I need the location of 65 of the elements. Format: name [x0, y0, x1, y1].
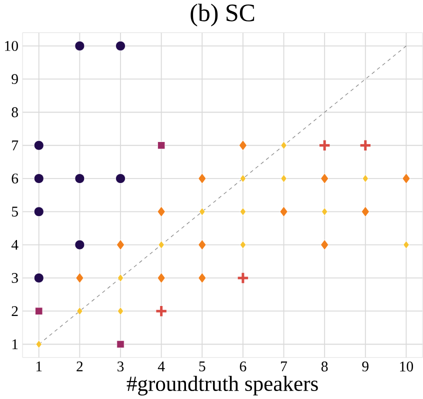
x-tick-label: 3	[118, 361, 124, 372]
point	[35, 307, 43, 315]
y-tick-label: 4	[11, 240, 18, 250]
point	[116, 173, 126, 184]
point	[74, 240, 85, 250]
point	[117, 274, 124, 282]
point	[34, 140, 44, 150]
y-tick-label: 1	[12, 339, 18, 349]
point	[34, 206, 44, 217]
point	[240, 240, 246, 249]
y-tick-label: 9	[12, 74, 18, 84]
point	[76, 306, 83, 316]
x-tick-label: 2	[76, 361, 83, 372]
y-tick-label: 2	[12, 306, 18, 316]
point	[318, 138, 331, 152]
y-tick-label: 5	[12, 206, 18, 216]
point	[76, 272, 84, 284]
x-tick-label: 10	[400, 361, 414, 372]
point	[116, 340, 124, 348]
x-tick-label: 7	[281, 361, 288, 372]
point	[361, 206, 370, 217]
chart-title: (b) SC	[190, 4, 254, 26]
point	[280, 141, 287, 150]
point	[74, 40, 85, 51]
y-tick-label: 10	[5, 40, 18, 51]
point	[240, 174, 246, 182]
y-tick-label: 3	[12, 272, 18, 283]
point	[240, 207, 246, 216]
point	[320, 239, 329, 250]
point	[198, 239, 206, 250]
point	[359, 138, 372, 152]
point	[34, 173, 44, 184]
point	[238, 140, 248, 151]
point	[362, 174, 369, 182]
x-tick-label: 9	[362, 361, 368, 372]
point	[402, 173, 410, 184]
y-tick-label: 8	[12, 107, 18, 118]
point	[236, 271, 250, 284]
point	[158, 240, 164, 249]
x-tick-label: 1	[36, 361, 42, 372]
point	[198, 173, 206, 184]
point	[403, 240, 410, 249]
point	[320, 173, 329, 184]
y-tick-label: 6	[12, 173, 18, 184]
x-tick-label: 6	[240, 361, 246, 372]
x-axis-title: #groundtruth speakers	[126, 376, 318, 396]
point	[36, 340, 42, 348]
point	[157, 206, 166, 217]
point	[154, 304, 168, 318]
point	[117, 306, 124, 316]
point	[34, 272, 44, 283]
x-tick-label: 5	[199, 361, 206, 372]
point	[199, 207, 206, 216]
point	[116, 239, 125, 250]
point	[280, 174, 287, 182]
x-tick-label: 8	[321, 361, 328, 372]
point	[321, 207, 328, 216]
point	[116, 40, 126, 51]
y-tick-label: 7	[12, 140, 18, 150]
point	[157, 272, 166, 284]
point	[157, 141, 166, 150]
point	[198, 272, 206, 284]
point	[280, 206, 288, 217]
point	[74, 173, 85, 184]
x-tick-label: 4	[158, 361, 165, 372]
